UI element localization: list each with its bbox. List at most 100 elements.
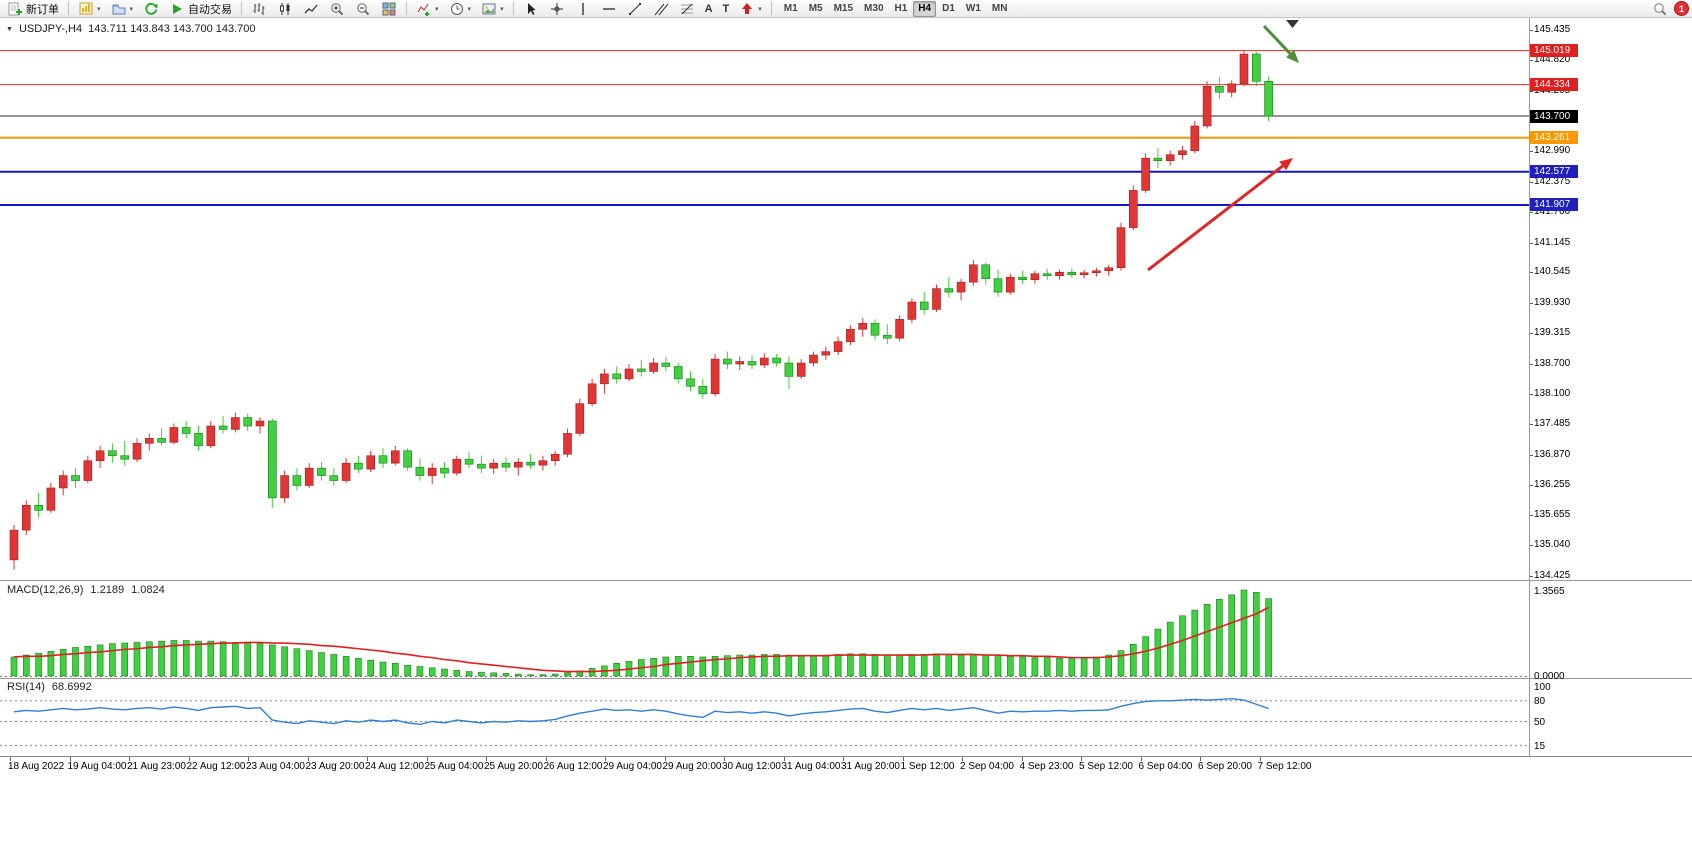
- fibonacci-icon: [679, 1, 695, 17]
- price-axis-tick: [1530, 151, 1533, 153]
- indicators-button[interactable]: ▾: [412, 0, 443, 18]
- zoom-out-button[interactable]: [351, 0, 375, 18]
- price-axis-tick: [1530, 333, 1533, 335]
- new-order-icon: [7, 1, 23, 17]
- pullback-arrow-down[interactable]: [1262, 24, 1299, 63]
- profiles-button[interactable]: ▾: [107, 0, 138, 18]
- panel-separator[interactable]: [0, 580, 1692, 581]
- tile-windows-icon: [381, 1, 397, 17]
- bar-chart-button[interactable]: [247, 0, 271, 18]
- time-axis-tick: [902, 757, 904, 761]
- toolbar-separator: [770, 2, 772, 15]
- time-axis-label: 1 Sep 12:00: [900, 761, 955, 772]
- macd-scale-zero: 0.0000: [1534, 671, 1565, 682]
- price-axis-label: 137.485: [1534, 418, 1571, 430]
- zoom-out-icon: [355, 1, 371, 17]
- price-axis-tick: [1530, 575, 1533, 577]
- timeframe-m15[interactable]: M15: [833, 2, 854, 14]
- timeframe-w1[interactable]: W1: [965, 2, 981, 14]
- price-badge-143.261: 143.261: [1530, 131, 1578, 145]
- new-chart-icon: [78, 1, 94, 17]
- fibonacci-tool-button[interactable]: [675, 0, 699, 18]
- chart-window[interactable]: ▼ USDJPY-,H4 143.711 143.843 143.700 143…: [0, 18, 1692, 845]
- channel-tool-button[interactable]: [649, 0, 673, 18]
- timeframe-m5[interactable]: M5: [808, 2, 823, 14]
- price-badge-145.019: 145.019: [1530, 44, 1578, 58]
- price-axis-tick: [1530, 393, 1533, 395]
- autotrading-button[interactable]: 自动交易: [165, 0, 236, 18]
- line-chart-button[interactable]: [299, 0, 323, 18]
- time-axis-label: 2 Sep 04:00: [960, 761, 1014, 772]
- arrows-tool-button[interactable]: ▾: [735, 0, 766, 18]
- main-chart-canvas[interactable]: [0, 18, 1529, 580]
- price-axis-tick: [1530, 212, 1533, 214]
- text-tool-button[interactable]: A: [701, 0, 717, 18]
- templates-button[interactable]: ▾: [477, 0, 508, 18]
- price-badge-142.577: 142.577: [1530, 165, 1578, 179]
- new-order-button[interactable]: 新订单: [3, 0, 63, 18]
- autotrading-play-icon: [169, 1, 185, 17]
- time-axis-label: 29 Aug 20:00: [662, 761, 722, 772]
- new-chart-button[interactable]: ▾: [74, 0, 105, 18]
- toolbar-separator: [512, 2, 514, 15]
- macd-histogram: [10, 589, 1272, 677]
- tile-windows-button[interactable]: [377, 0, 401, 18]
- chart-ohlc-values: 143.711 143.843 143.700 143.700: [88, 23, 256, 35]
- zoom-in-button[interactable]: [325, 0, 349, 18]
- price-axis-tick: [1530, 363, 1533, 365]
- toolbar-separator: [241, 2, 243, 15]
- refresh-button[interactable]: [139, 0, 163, 18]
- time-axis-tick: [10, 757, 11, 761]
- price-axis-tick: [1530, 181, 1533, 183]
- candlestick-chart-button[interactable]: [273, 0, 297, 18]
- time-axis-label: 29 Aug 04:00: [603, 761, 662, 772]
- trend-arrow-up[interactable]: [1147, 158, 1293, 272]
- text-label-tool-button[interactable]: T: [719, 0, 734, 18]
- price-axis-label: 141.760: [1534, 206, 1571, 218]
- one-click-trading-collapse-icon[interactable]: ▼: [6, 25, 13, 33]
- time-axis-tick: [248, 757, 249, 761]
- toolbar-separator: [68, 2, 69, 15]
- time-axis-label: 26 Aug 12:00: [543, 761, 603, 772]
- time-axis-tick: [1200, 757, 1201, 761]
- chart-ohlc-readout: ▼ USDJPY-,H4 143.711 143.843 143.700 143…: [6, 23, 256, 35]
- price-axis-label: 134.425: [1534, 569, 1571, 581]
- search-button[interactable]: [1648, 0, 1672, 18]
- time-axis-tick: [545, 757, 547, 761]
- price-axis-label: 144.820: [1534, 54, 1571, 66]
- periods-button[interactable]: ▾: [445, 0, 476, 18]
- chevron-down-icon: ▾: [97, 5, 101, 13]
- price-axis-label: 135.040: [1534, 539, 1571, 551]
- macd-name: MACD(12,26,9): [7, 584, 84, 596]
- price-axis-label: 140.545: [1534, 266, 1571, 278]
- macd-panel-canvas[interactable]: [0, 581, 1529, 678]
- price-axis-tick: [1530, 272, 1533, 274]
- time-axis-tick: [1259, 757, 1261, 761]
- timeframe-d1[interactable]: D1: [942, 2, 955, 14]
- vertical-line-tool-button[interactable]: [571, 0, 595, 18]
- timeframe-m30[interactable]: M30: [864, 2, 884, 14]
- notification-badge[interactable]: 1: [1674, 1, 1689, 16]
- time-axis-label: 25 Aug 04:00: [424, 761, 484, 772]
- crosshair-button[interactable]: [545, 0, 569, 18]
- time-axis-label: 31 Aug 20:00: [841, 761, 900, 772]
- time-axis-tick: [843, 757, 844, 761]
- timeframe-mn[interactable]: MN: [991, 2, 1008, 14]
- cursor-button[interactable]: [519, 0, 543, 18]
- time-axis[interactable]: 18 Aug 2022 19 Aug 04:00 21 Aug 23:00 22 Au…: [0, 756, 1692, 845]
- timeframe-h4[interactable]: H4: [913, 0, 937, 17]
- timeframe-m1[interactable]: M1: [783, 2, 798, 14]
- rsi-scale-label: 80: [1534, 695, 1546, 707]
- trendline-tool-button[interactable]: [623, 0, 647, 18]
- indicators-icon: [416, 1, 432, 17]
- rsi-header: RSI(14) 68.6992: [7, 681, 92, 693]
- text-a-icon: A: [704, 2, 713, 15]
- panel-separator[interactable]: [0, 678, 1692, 679]
- chart-shift-marker[interactable]: [1286, 20, 1299, 28]
- horizontal-line-tool-button[interactable]: [597, 0, 621, 18]
- timeframe-h1[interactable]: H1: [894, 2, 908, 14]
- price-axis-tick: [1530, 514, 1533, 516]
- rsi-panel-canvas[interactable]: [0, 679, 1529, 756]
- time-axis-tick: [1140, 757, 1142, 761]
- chevron-down-icon: ▾: [467, 5, 472, 13]
